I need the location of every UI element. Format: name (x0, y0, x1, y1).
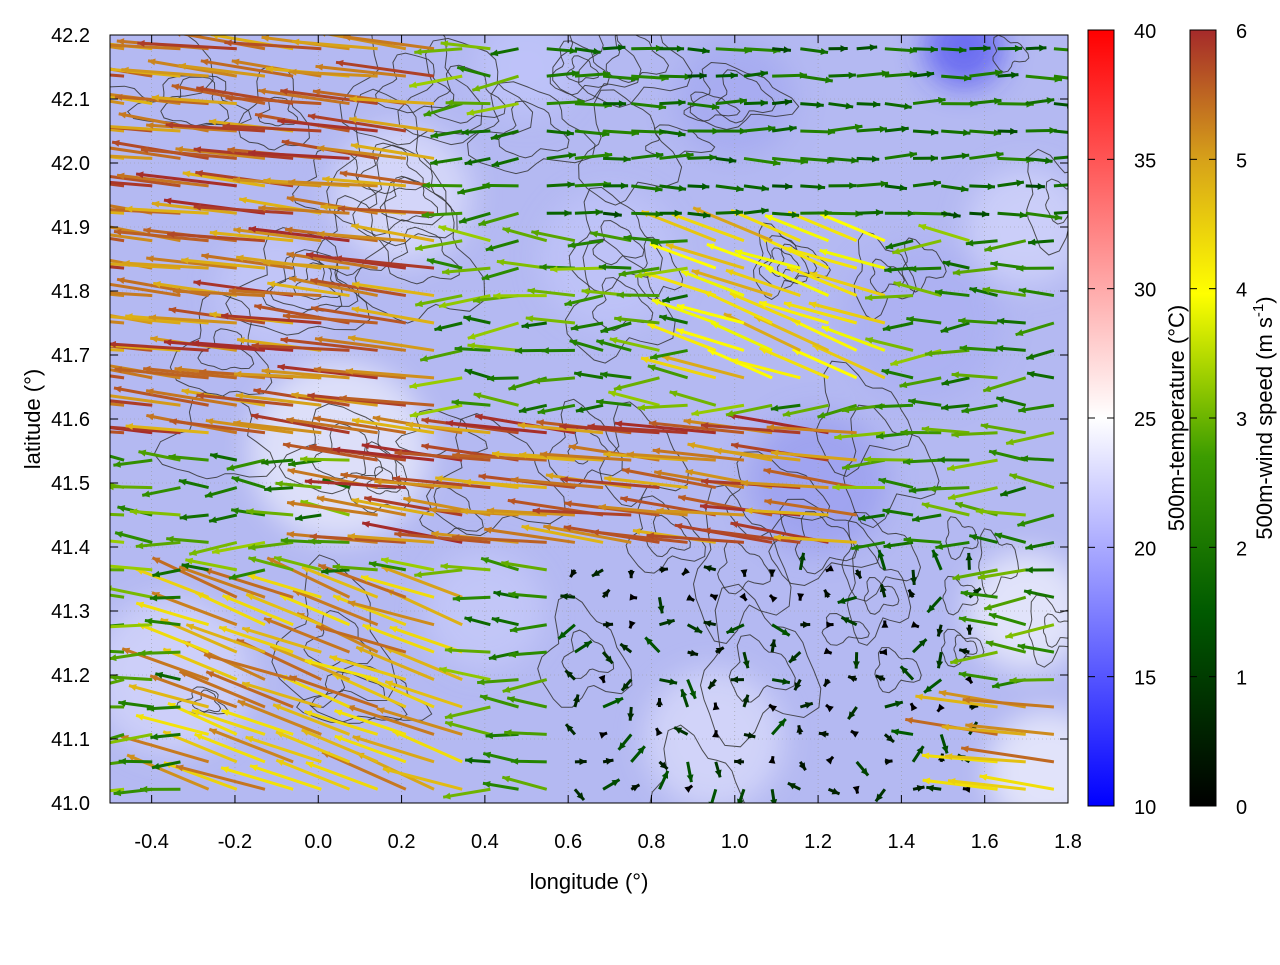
x-tick-label: 0.6 (554, 831, 582, 853)
y-tick-label: 41.4 (51, 537, 90, 559)
y-tick-label: 41.6 (51, 409, 90, 431)
wind-speed-colorbar-label: 500m-wind speed (m s-1) (1250, 296, 1277, 539)
colorbar-tick-label: 4 (1236, 280, 1247, 302)
x-tick-label: 0.0 (304, 831, 332, 853)
x-tick-label: 1.0 (721, 831, 749, 853)
colorbar-tick-label: 3 (1236, 409, 1247, 431)
colorbar-tick-label: 1 (1236, 668, 1247, 690)
wind-arrow-884 (26, 66, 124, 77)
colorbar-tick-label: 30 (1134, 280, 1156, 302)
y-tick-label: 42.1 (51, 89, 90, 111)
x-tick-label: -0.2 (218, 831, 252, 853)
temperature-colorbar: 10 15 20 25 30 35 40 500m-temperature (°C) (1088, 21, 1189, 819)
wind-speed-colorbar: 0 1 2 3 4 5 6 500m-wind speed (m s-1) (1190, 21, 1277, 819)
colorbar-tick-label: 2 (1236, 538, 1247, 560)
x-tick-label: 0.4 (471, 831, 499, 853)
x-axis-label: longitude (°) (530, 869, 649, 894)
y-tick-label: 41.9 (51, 217, 90, 239)
y-tick-label: 41.2 (51, 665, 90, 687)
y-tick-label: 41.7 (51, 345, 90, 367)
temperature-colorbar-label: 500m-temperature (°C) (1164, 305, 1189, 531)
y-tick-label: 42.0 (51, 153, 90, 175)
colorbar-tick-label: 15 (1134, 668, 1156, 690)
colorbar-tick-label: 5 (1236, 150, 1247, 172)
x-tick-label: 1.2 (804, 831, 832, 853)
y-tick-label: 42.2 (51, 25, 90, 47)
x-tick-label: 1.8 (1054, 831, 1082, 853)
colorbar-tick-label: 40 (1134, 21, 1156, 43)
colorbar-tick-label: 25 (1134, 409, 1156, 431)
y-tick-label: 41.5 (51, 473, 90, 495)
colorbar-tick-label: 0 (1236, 797, 1247, 819)
colorbar-tick-label: 20 (1134, 538, 1156, 560)
x-tick-label: 1.6 (971, 831, 999, 853)
y-tick-label: 41.0 (51, 793, 90, 815)
x-tick-label: 1.4 (887, 831, 915, 853)
x-tick-label: 0.2 (388, 831, 416, 853)
y-axis-label: latitude (°) (20, 369, 45, 470)
y-tick-label: 41.8 (51, 281, 90, 303)
y-tick-label: 41.1 (51, 729, 90, 751)
colorbar-tick-label: 6 (1236, 21, 1247, 43)
wind-arrow-646 (24, 256, 124, 268)
x-tick-label: -0.4 (134, 831, 168, 853)
colorbar-tick-label: 35 (1134, 150, 1156, 172)
y-tick-label: 41.3 (51, 601, 90, 623)
colorbar-tick-label: 10 (1134, 797, 1156, 819)
x-tick-label: 0.8 (638, 831, 666, 853)
